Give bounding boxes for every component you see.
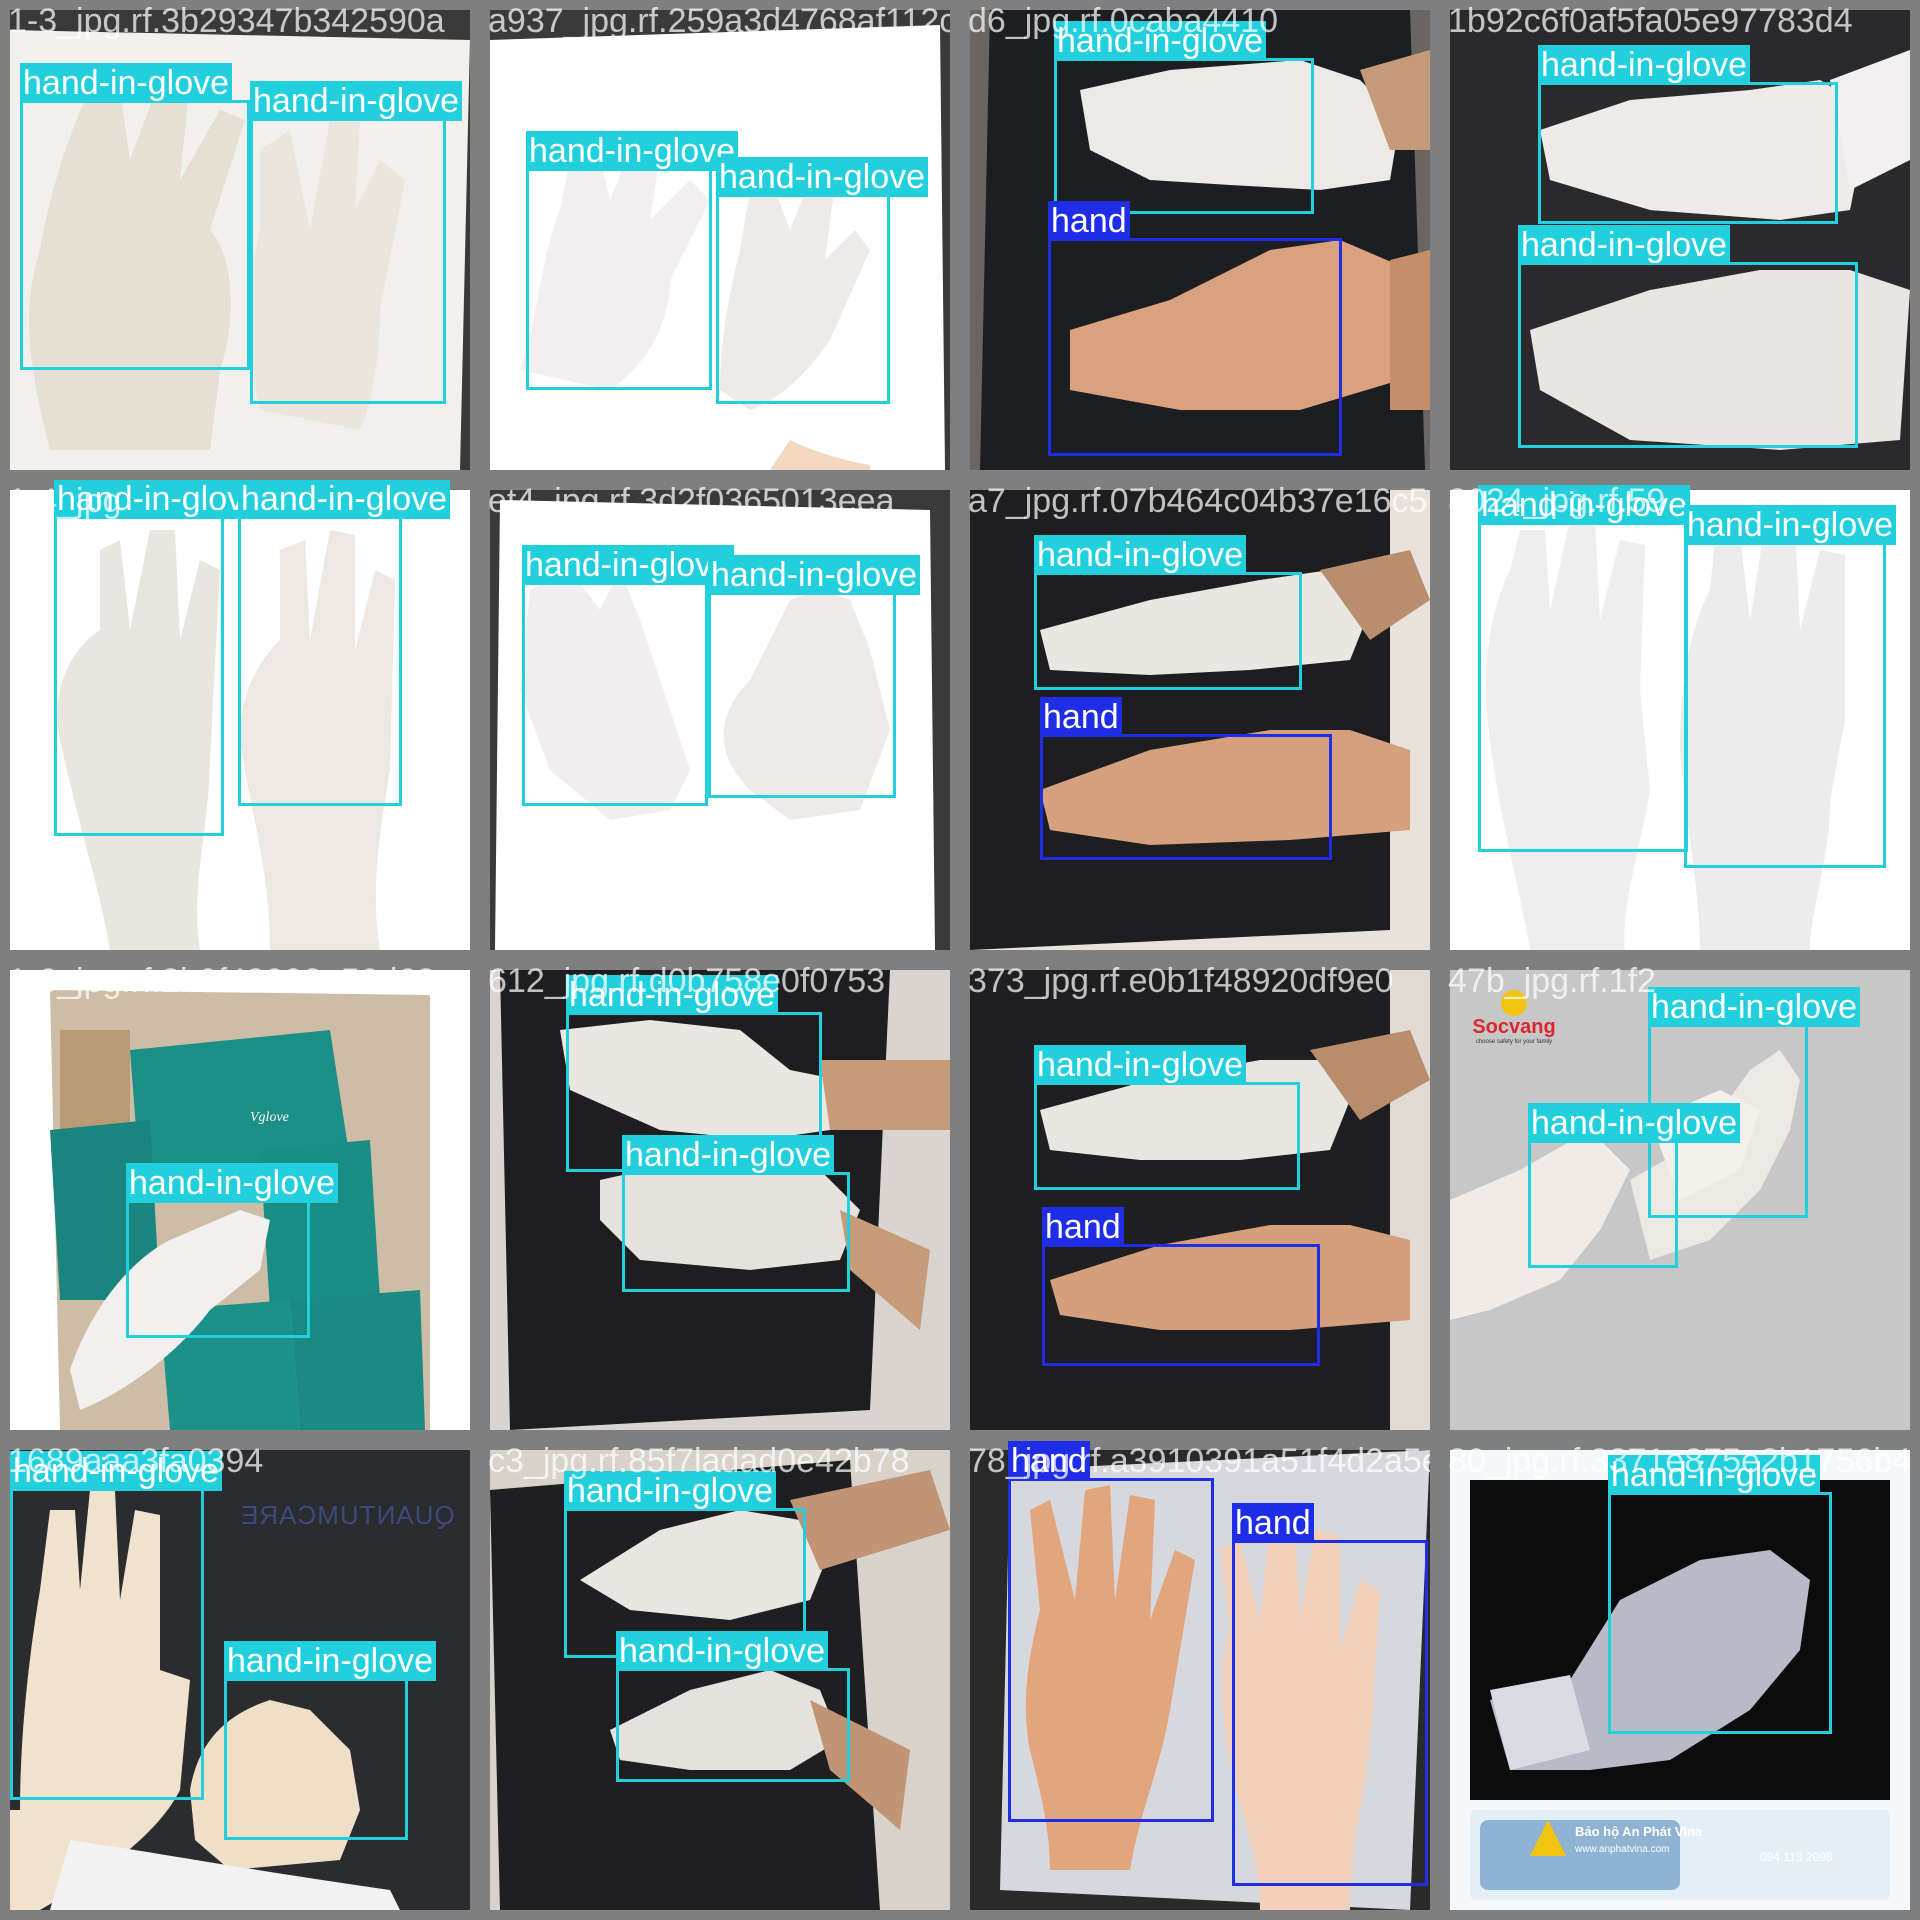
bbox-hand-in-glove: hand-in-glove [250, 81, 463, 404]
bbox-label: hand-in-glove [526, 131, 739, 171]
image-tile: 78_jpg.rf.a3910391a51f4d2a5e hand hand [960, 1440, 1430, 1910]
bbox-hand: hand [1040, 697, 1332, 860]
bbox-label: hand-in-glove [622, 1135, 835, 1175]
bbox-hand-in-glove: hand-in-glove [1518, 225, 1858, 448]
bbox-label: hand-in-glove [1478, 485, 1691, 525]
bbox-label: hand-in-glove [126, 1163, 339, 1203]
bbox-label: hand-in-glove [224, 1641, 437, 1681]
vglove-logo: Vglove [250, 1110, 289, 1125]
bbox-label: hand-in-glove [10, 1451, 223, 1491]
bbox-label: hand-in-glove [20, 63, 233, 103]
image-tile: 612_jpg.rf.d0b758e0f0753 hand-in-glove h… [480, 960, 950, 1430]
bbox-label: hand [1008, 1441, 1090, 1481]
bbox-label: hand [1040, 697, 1122, 737]
bbox-hand: hand [1008, 1441, 1214, 1822]
bbox-label: hand-in-glove [1034, 535, 1247, 575]
bbox-hand-in-glove: hand-in-glove [1528, 1103, 1741, 1268]
photo-gloves-white-bg [1450, 490, 1910, 950]
bbox-label: hand-in-glove [1528, 1103, 1741, 1143]
image-tile: Vglove 1-6_jpg.rf.2b9f48092e56d62 hand-i… [0, 960, 470, 1430]
image-tile: et4_jpg.rf.3d2f0365013eea hand-in-glove … [480, 480, 950, 950]
bbox-hand-in-glove: hand-in-glove [616, 1631, 850, 1782]
bbox-label: hand-in-glove [716, 157, 929, 197]
image-tile: a7_jpg.rf.07b464c04b37e16c5 hand-in-glov… [960, 480, 1430, 950]
bbox-hand-in-glove: hand-in-glove [224, 1641, 437, 1840]
image-tile: 1-4_jpg hand-in-glove hand-in-glove [0, 480, 470, 950]
bbox-hand-in-glove: hand-in-glove [238, 480, 451, 806]
bbox-hand-in-glove: hand-in-glove [622, 1135, 850, 1292]
bbox-hand-in-glove: hand-in-glove [1478, 485, 1691, 852]
bbox-hand-in-glove: hand-in-glove [10, 1451, 223, 1800]
bbox-hand-in-glove: hand-in-glove [54, 480, 267, 836]
bbox-label: hand-in-glove [1054, 21, 1267, 61]
bbox-hand-in-glove: hand-in-glove [1648, 987, 1861, 1218]
bbox-label: hand [1048, 201, 1130, 241]
photo-glove-and-hand-dark-desk [970, 970, 1430, 1430]
bbox-label: hand-in-glove [1518, 225, 1731, 265]
bbox-hand-in-glove: hand-in-glove [126, 1163, 339, 1338]
bbox-label: hand-in-glove [1684, 505, 1897, 545]
bbox-hand-in-glove: hand-in-glove [522, 545, 735, 806]
socvang-logo: Socvang choose safety for your family [1464, 990, 1564, 1045]
photo-bare-hands [970, 1450, 1430, 1910]
bbox-hand-in-glove: hand-in-glove [20, 63, 250, 370]
bbox-label: hand [1042, 1207, 1124, 1247]
photo-gloves-white-bg [490, 10, 950, 470]
bbox-hand-in-glove: hand-in-glove [1538, 45, 1838, 224]
bbox-label: hand-in-glove [1034, 1045, 1247, 1085]
bbox-hand: hand [1042, 1207, 1320, 1366]
image-tile: a937_jpg.rf.259a3d4768af112c hand-in-glo… [480, 0, 950, 470]
image-tile: Bảo hộ An Phát Vina www.anphatvina.com 0… [1440, 1440, 1910, 1910]
quantumcare-logo: QUANTUMCARE [240, 1500, 455, 1530]
image-tile: d6_jpg.rf.0caba4410 hand-in-glove hand [960, 0, 1430, 470]
photo-glove-product-ad [1450, 1450, 1910, 1910]
bbox-label: hand [1232, 1503, 1314, 1543]
bbox-hand: hand [1048, 201, 1342, 456]
bbox-label: hand-in-glove [708, 555, 921, 595]
bbox-label: hand-in-glove [1608, 1455, 1821, 1495]
photo-gloves-dark-desk [490, 970, 950, 1430]
bbox-label: hand-in-glove [566, 975, 779, 1015]
bbox-label: hand-in-glove [1648, 987, 1861, 1027]
bbox-label: hand-in-glove [564, 1471, 777, 1511]
bbox-label: hand-in-glove [238, 480, 451, 519]
image-tile: 1b92c6f0af5fa05e97783d4 hand-in-glove ha… [1440, 0, 1910, 470]
anphat-phone: 094 113 2098 [1760, 1850, 1833, 1864]
bbox-label: hand-in-glove [1538, 45, 1751, 85]
socvang-bee-icon [1501, 990, 1527, 1016]
bbox-label: hand-in-glove [522, 545, 735, 585]
image-tile: Socvang choose safety for your family 47… [1440, 960, 1910, 1430]
bbox-hand-in-glove: hand-in-glove [1034, 535, 1302, 690]
bbox-label: hand-in-glove [616, 1631, 829, 1671]
anphat-url: www.anphatvina.com [1575, 1844, 1670, 1855]
image-tile: c3_jpg.rf.85f7ladad0e42b78 hand-in-glove… [480, 1440, 950, 1910]
image-tile: QUANTUMCARE 1689aaa3fa0394 hand-in-glove… [0, 1440, 470, 1910]
bbox-hand-in-glove: hand-in-glove [716, 157, 929, 404]
bbox-hand-in-glove: hand-in-glove [1034, 1045, 1300, 1190]
bbox-hand-in-glove: hand-in-glove [708, 555, 921, 798]
socvang-logo-text: Socvang [1472, 1016, 1556, 1038]
image-tile: 373_jpg.rf.e0b1f48920df9e0 hand-in-glove… [960, 960, 1430, 1430]
bbox-hand: hand [1232, 1503, 1428, 1886]
image-tile: 8024_jpg.rf.59 hand-in-glove hand-in-glo… [1440, 480, 1910, 950]
anphat-name: Bảo hộ An Phát Vina [1575, 1824, 1703, 1839]
bbox-hand-in-glove: hand-in-glove [1608, 1455, 1832, 1734]
bbox-hand-in-glove: hand-in-glove [526, 131, 739, 390]
bbox-label: hand-in-glove [54, 480, 267, 519]
socvang-tagline: choose safety for your family [1475, 1039, 1553, 1045]
image-tile: 1-3_jpg.rf.3b29347b342590a hand-in-glove… [0, 0, 470, 470]
bbox-hand-in-glove: hand-in-glove [564, 1471, 806, 1658]
bbox-hand-in-glove: hand-in-glove [1054, 21, 1314, 214]
bbox-label: hand-in-glove [250, 81, 463, 121]
bbox-hand-in-glove: hand-in-glove [1684, 505, 1897, 868]
